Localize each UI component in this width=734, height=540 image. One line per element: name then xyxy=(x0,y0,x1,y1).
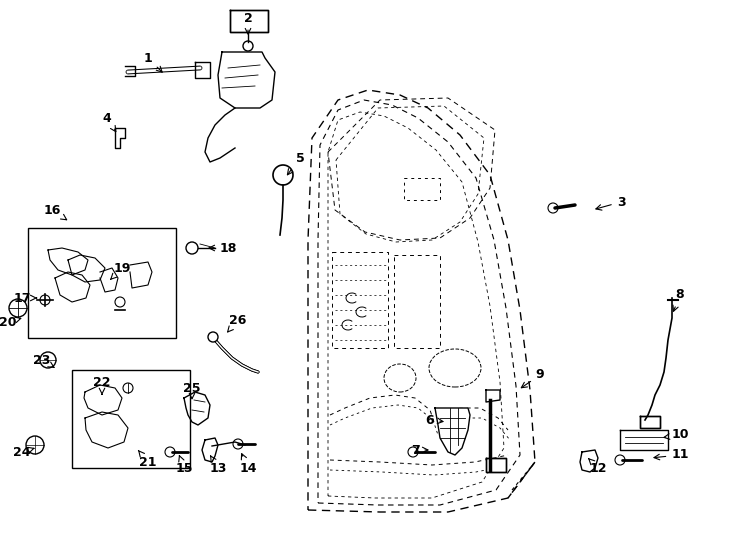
Text: 11: 11 xyxy=(654,449,688,462)
Polygon shape xyxy=(640,416,660,428)
Bar xyxy=(28,228,176,338)
Polygon shape xyxy=(202,438,218,462)
Text: 13: 13 xyxy=(209,456,227,475)
Text: 1: 1 xyxy=(144,51,162,72)
Polygon shape xyxy=(218,52,275,108)
Text: 17: 17 xyxy=(13,292,37,305)
Polygon shape xyxy=(115,128,125,148)
Text: 12: 12 xyxy=(589,458,607,475)
Text: 20: 20 xyxy=(0,315,21,328)
Text: 14: 14 xyxy=(239,454,257,475)
Polygon shape xyxy=(435,408,470,455)
Text: 8: 8 xyxy=(673,288,684,311)
Text: 25: 25 xyxy=(184,381,201,399)
Text: 5: 5 xyxy=(288,152,305,175)
Text: 15: 15 xyxy=(175,456,193,475)
Text: 23: 23 xyxy=(33,354,54,367)
Polygon shape xyxy=(620,430,668,450)
Text: 16: 16 xyxy=(43,204,67,220)
Polygon shape xyxy=(230,10,268,32)
Text: 19: 19 xyxy=(111,261,131,279)
Text: 26: 26 xyxy=(228,314,247,332)
Text: 24: 24 xyxy=(13,446,34,458)
Text: 9: 9 xyxy=(521,368,545,388)
Text: 4: 4 xyxy=(103,111,116,132)
Bar xyxy=(72,370,190,468)
Polygon shape xyxy=(580,450,598,472)
Circle shape xyxy=(208,332,218,342)
Text: 2: 2 xyxy=(244,11,252,34)
Text: 7: 7 xyxy=(410,443,428,456)
Text: 18: 18 xyxy=(209,241,236,254)
Text: 22: 22 xyxy=(93,375,111,394)
Text: 10: 10 xyxy=(664,429,688,442)
Text: 6: 6 xyxy=(426,414,443,427)
Text: 21: 21 xyxy=(139,450,157,469)
Polygon shape xyxy=(184,392,210,425)
Polygon shape xyxy=(486,458,506,472)
Text: 3: 3 xyxy=(596,195,625,210)
